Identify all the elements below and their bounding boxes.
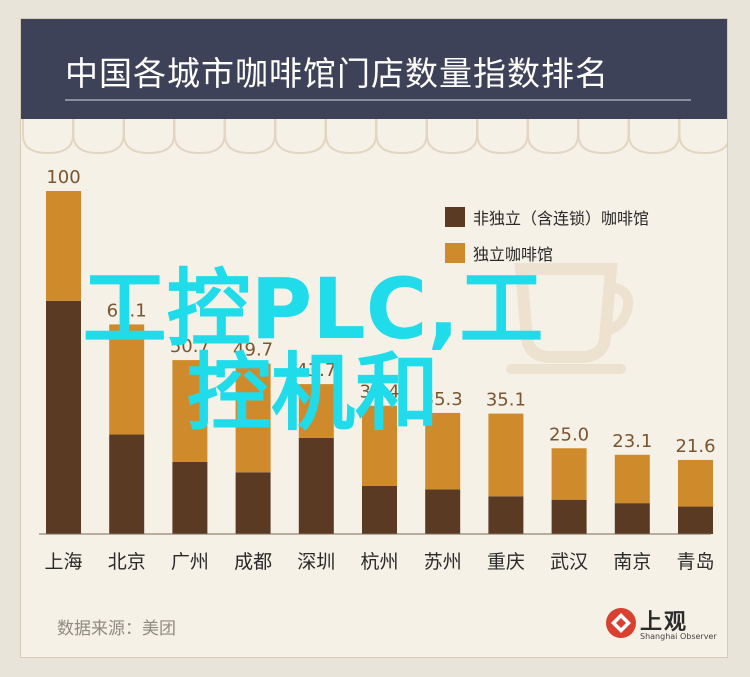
bar-non-independent-0 xyxy=(46,300,81,534)
bar-independent-10 xyxy=(678,459,713,507)
value-label-2: 50.7 xyxy=(170,336,210,357)
title-underline xyxy=(65,99,691,101)
category-label-10: 青岛 xyxy=(676,551,714,573)
value-label-4: 43.7 xyxy=(296,360,336,381)
bar-independent-9 xyxy=(614,454,650,504)
bar-non-independent-9 xyxy=(614,503,650,534)
value-label-10: 21.6 xyxy=(675,436,715,457)
category-label-2: 广州 xyxy=(171,551,209,573)
category-label-9: 南京 xyxy=(613,551,651,573)
value-label-7: 35.1 xyxy=(486,390,526,411)
category-label-1: 北京 xyxy=(108,551,146,573)
bar-non-independent-3 xyxy=(235,472,271,534)
bar-non-independent-1 xyxy=(109,434,145,534)
bar-non-independent-8 xyxy=(551,499,587,534)
logo-subtitle: Shanghai Observer xyxy=(640,632,717,641)
category-label-6: 苏州 xyxy=(424,551,462,573)
awning-scallop xyxy=(72,119,125,155)
bar-independent-2 xyxy=(172,360,208,462)
bar-independent-7 xyxy=(488,413,524,497)
value-label-1: 61.1 xyxy=(107,300,147,321)
awning-scallop xyxy=(274,119,327,155)
awning-decoration xyxy=(22,119,727,155)
awning-scallop xyxy=(22,119,74,155)
bar-non-independent-5 xyxy=(362,485,397,534)
category-label-0: 上海 xyxy=(44,551,82,573)
bar-independent-3 xyxy=(235,363,271,473)
category-label-5: 杭州 xyxy=(360,551,398,573)
value-label-9: 23.1 xyxy=(612,431,652,452)
awning-scallop xyxy=(123,119,175,155)
value-label-8: 25.0 xyxy=(549,424,589,445)
bar-independent-5 xyxy=(362,405,397,486)
awning-scallop xyxy=(476,119,529,155)
bar-independent-4 xyxy=(298,384,334,438)
bar-non-independent-7 xyxy=(488,496,524,534)
category-label-8: 武汉 xyxy=(550,551,588,573)
value-label-5: 37.4 xyxy=(359,382,399,403)
awning-scallop xyxy=(577,119,630,155)
legend-swatch-non-independent xyxy=(445,207,465,227)
category-label-3: 成都 xyxy=(234,551,272,573)
awning-scallop xyxy=(375,119,428,155)
shanghai-observer-logo: 上观 Shanghai Observer xyxy=(604,602,724,648)
chart-title: 中国各城市咖啡馆门店数量指数排名 xyxy=(65,54,609,93)
bar-non-independent-6 xyxy=(425,489,461,534)
bar-independent-8 xyxy=(551,448,587,500)
logo-name: 上观 xyxy=(640,609,689,635)
title-banner: 中国各城市咖啡馆门店数量指数排名 xyxy=(21,19,727,119)
awning-scallop xyxy=(426,119,478,155)
awning-scallop xyxy=(173,119,226,155)
legend-swatch-independent xyxy=(445,243,465,263)
value-label-0: 100 xyxy=(46,167,80,188)
bar-independent-6 xyxy=(425,412,461,490)
awning-scallop xyxy=(224,119,276,155)
bar-non-independent-2 xyxy=(172,461,208,534)
legend-label-non-independent: 非独立（含连锁）咖啡馆 xyxy=(473,209,649,228)
logo-icon xyxy=(606,608,636,638)
value-label-3: 49.7 xyxy=(233,340,273,361)
bar-independent-1 xyxy=(109,324,145,435)
awning-scallop xyxy=(325,119,377,155)
bar-chart: 100 61.1 50.7 49.7 43.7 37.4 35.3 35.1 25.0 23.1 2… xyxy=(22,119,727,573)
data-source: 数据来源：美团 xyxy=(57,619,176,639)
awning-scallop xyxy=(628,119,680,155)
watermark-overlay: 工控PLC,工控机和 xyxy=(82,260,544,442)
awning-scallop xyxy=(527,119,579,155)
category-label-4: 深圳 xyxy=(297,551,335,573)
chart-card: 中国各城市咖啡馆门店数量指数排名 100 61.1 50.7 49.7 43.7 37.4… xyxy=(20,18,728,658)
legend-label-independent: 独立咖啡馆 xyxy=(473,245,553,264)
bar-non-independent-10 xyxy=(678,506,713,534)
bar-independent-0 xyxy=(46,191,81,301)
value-label-6: 35.3 xyxy=(423,389,463,410)
awning-scallop xyxy=(678,119,727,155)
bar-non-independent-4 xyxy=(298,437,334,534)
category-label-7: 重庆 xyxy=(487,551,525,573)
legend: 非独立（含连锁）咖啡馆 独立咖啡馆 xyxy=(445,207,649,264)
coffee-cup-icon xyxy=(506,263,634,374)
